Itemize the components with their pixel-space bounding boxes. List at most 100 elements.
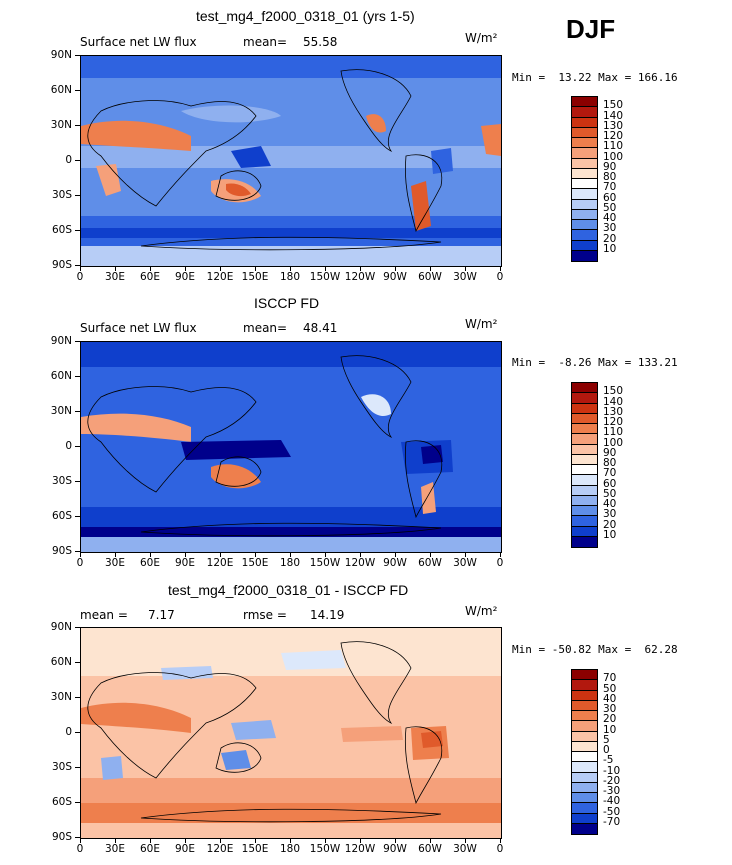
y-tick-mark [75, 90, 80, 91]
x-tick-mark [465, 838, 466, 843]
colorbar-swatch [572, 240, 597, 251]
x-tick-label: 60W [418, 843, 442, 855]
y-tick-mark [75, 732, 80, 733]
x-tick-label: 60E [140, 557, 160, 569]
colorbar-label: 90 [603, 160, 617, 173]
y-tick-mark [75, 697, 80, 698]
x-tick-label: 30E [105, 557, 125, 569]
panel-3-mean-value: 7.17 [148, 608, 175, 622]
colorbar-label: 10 [603, 723, 617, 736]
colorbar-swatch [572, 138, 597, 149]
x-tick-mark [430, 552, 431, 557]
colorbar-label: 70 [603, 467, 617, 480]
x-tick-label: 150W [309, 271, 341, 283]
colorbar-label: 30 [603, 703, 617, 715]
y-tick-label: 90N [50, 621, 72, 633]
colorbar-swatch [572, 383, 597, 394]
colorbar-swatch [572, 803, 597, 814]
x-tick-mark [150, 266, 151, 271]
x-tick-mark [500, 838, 501, 843]
x-tick-label: 120W [344, 557, 376, 569]
colorbar-swatch [572, 444, 597, 455]
colorbar-label: 10 [603, 528, 617, 541]
colorbar-swatch [572, 97, 597, 108]
x-tick-label: 90W [383, 557, 407, 569]
y-tick-mark [75, 125, 80, 126]
colorbar-label: 140 [603, 109, 624, 122]
colorbar-label: 150 [603, 385, 624, 398]
x-tick-label: 180 [279, 271, 301, 283]
colorbar-swatch [572, 721, 597, 732]
x-tick-label: 0 [76, 557, 84, 569]
colorbar-swatch [572, 465, 597, 476]
colorbar-label: 100 [603, 436, 624, 449]
x-tick-mark [500, 552, 501, 557]
colorbar-swatch [572, 189, 597, 200]
x-tick-mark [325, 552, 326, 557]
x-tick-label: 90E [175, 271, 195, 283]
colorbar-swatch [572, 403, 597, 414]
colorbar-swatch [572, 199, 597, 210]
y-tick-mark [75, 411, 80, 412]
colorbar-swatch [572, 793, 597, 804]
x-tick-mark [80, 552, 81, 557]
x-tick-mark [80, 838, 81, 843]
panel-3-mean-label: mean = [80, 608, 128, 622]
x-tick-mark [185, 552, 186, 557]
y-tick-label: 60S [51, 510, 72, 522]
colorbar-swatch [572, 475, 597, 486]
x-tick-mark [115, 552, 116, 557]
colorbar-label: 80 [603, 457, 617, 469]
y-tick-mark [75, 195, 80, 196]
colorbar-label: 50 [603, 487, 617, 500]
colorbar-label: 20 [603, 518, 617, 531]
colorbar-swatch [572, 158, 597, 169]
colorbar-swatch [572, 690, 597, 701]
season-label: DJF [566, 14, 616, 44]
colorbar-label: 10 [603, 242, 617, 255]
y-tick-mark [75, 55, 80, 56]
colorbar-label: 40 [603, 498, 617, 510]
x-tick-mark [115, 266, 116, 271]
colorbar-label: -30 [603, 785, 621, 797]
colorbar-label: 0 [603, 744, 610, 756]
panel-2-units: W/m² [465, 317, 498, 331]
x-tick-label: 90E [175, 843, 195, 855]
colorbar-label: 80 [603, 171, 617, 183]
colorbar-label: 60 [603, 191, 617, 204]
y-tick-label: 30N [50, 405, 72, 417]
x-tick-label: 0 [76, 271, 84, 283]
colorbar-swatch [572, 393, 597, 404]
colorbar-swatch [572, 762, 597, 773]
y-tick-label: 0 [65, 726, 72, 738]
colorbar-swatch [572, 179, 597, 190]
y-tick-label: 60N [50, 656, 72, 668]
colorbar-label: 30 [603, 222, 617, 235]
x-tick-label: 0 [76, 843, 84, 855]
x-tick-mark [465, 266, 466, 271]
x-tick-mark [325, 838, 326, 843]
colorbar-label: 70 [603, 181, 617, 194]
colorbar-swatch [572, 220, 597, 231]
x-tick-label: 90W [383, 843, 407, 855]
colorbar-swatch [572, 670, 597, 681]
y-tick-mark [75, 446, 80, 447]
x-tick-label: 150W [309, 557, 341, 569]
x-tick-label: 30W [453, 557, 477, 569]
x-tick-label: 150E [241, 271, 269, 283]
colorbar-label: -50 [603, 805, 621, 818]
x-tick-label: 60E [140, 843, 160, 855]
y-tick-mark [75, 837, 80, 838]
colorbar-swatch [572, 424, 597, 435]
x-tick-mark [395, 552, 396, 557]
y-tick-label: 30S [51, 475, 72, 487]
panel-1-mean-label: mean= [243, 35, 288, 49]
x-tick-mark [150, 552, 151, 557]
y-tick-label: 60S [51, 224, 72, 236]
panel-3-colorbar [571, 669, 598, 835]
colorbar-label: 5 [603, 733, 610, 746]
panel-3-minmax: Min = -50.82 Max = 62.28 [512, 643, 678, 656]
y-tick-mark [75, 802, 80, 803]
x-tick-label: 120W [344, 843, 376, 855]
colorbar-label: 20 [603, 713, 617, 726]
